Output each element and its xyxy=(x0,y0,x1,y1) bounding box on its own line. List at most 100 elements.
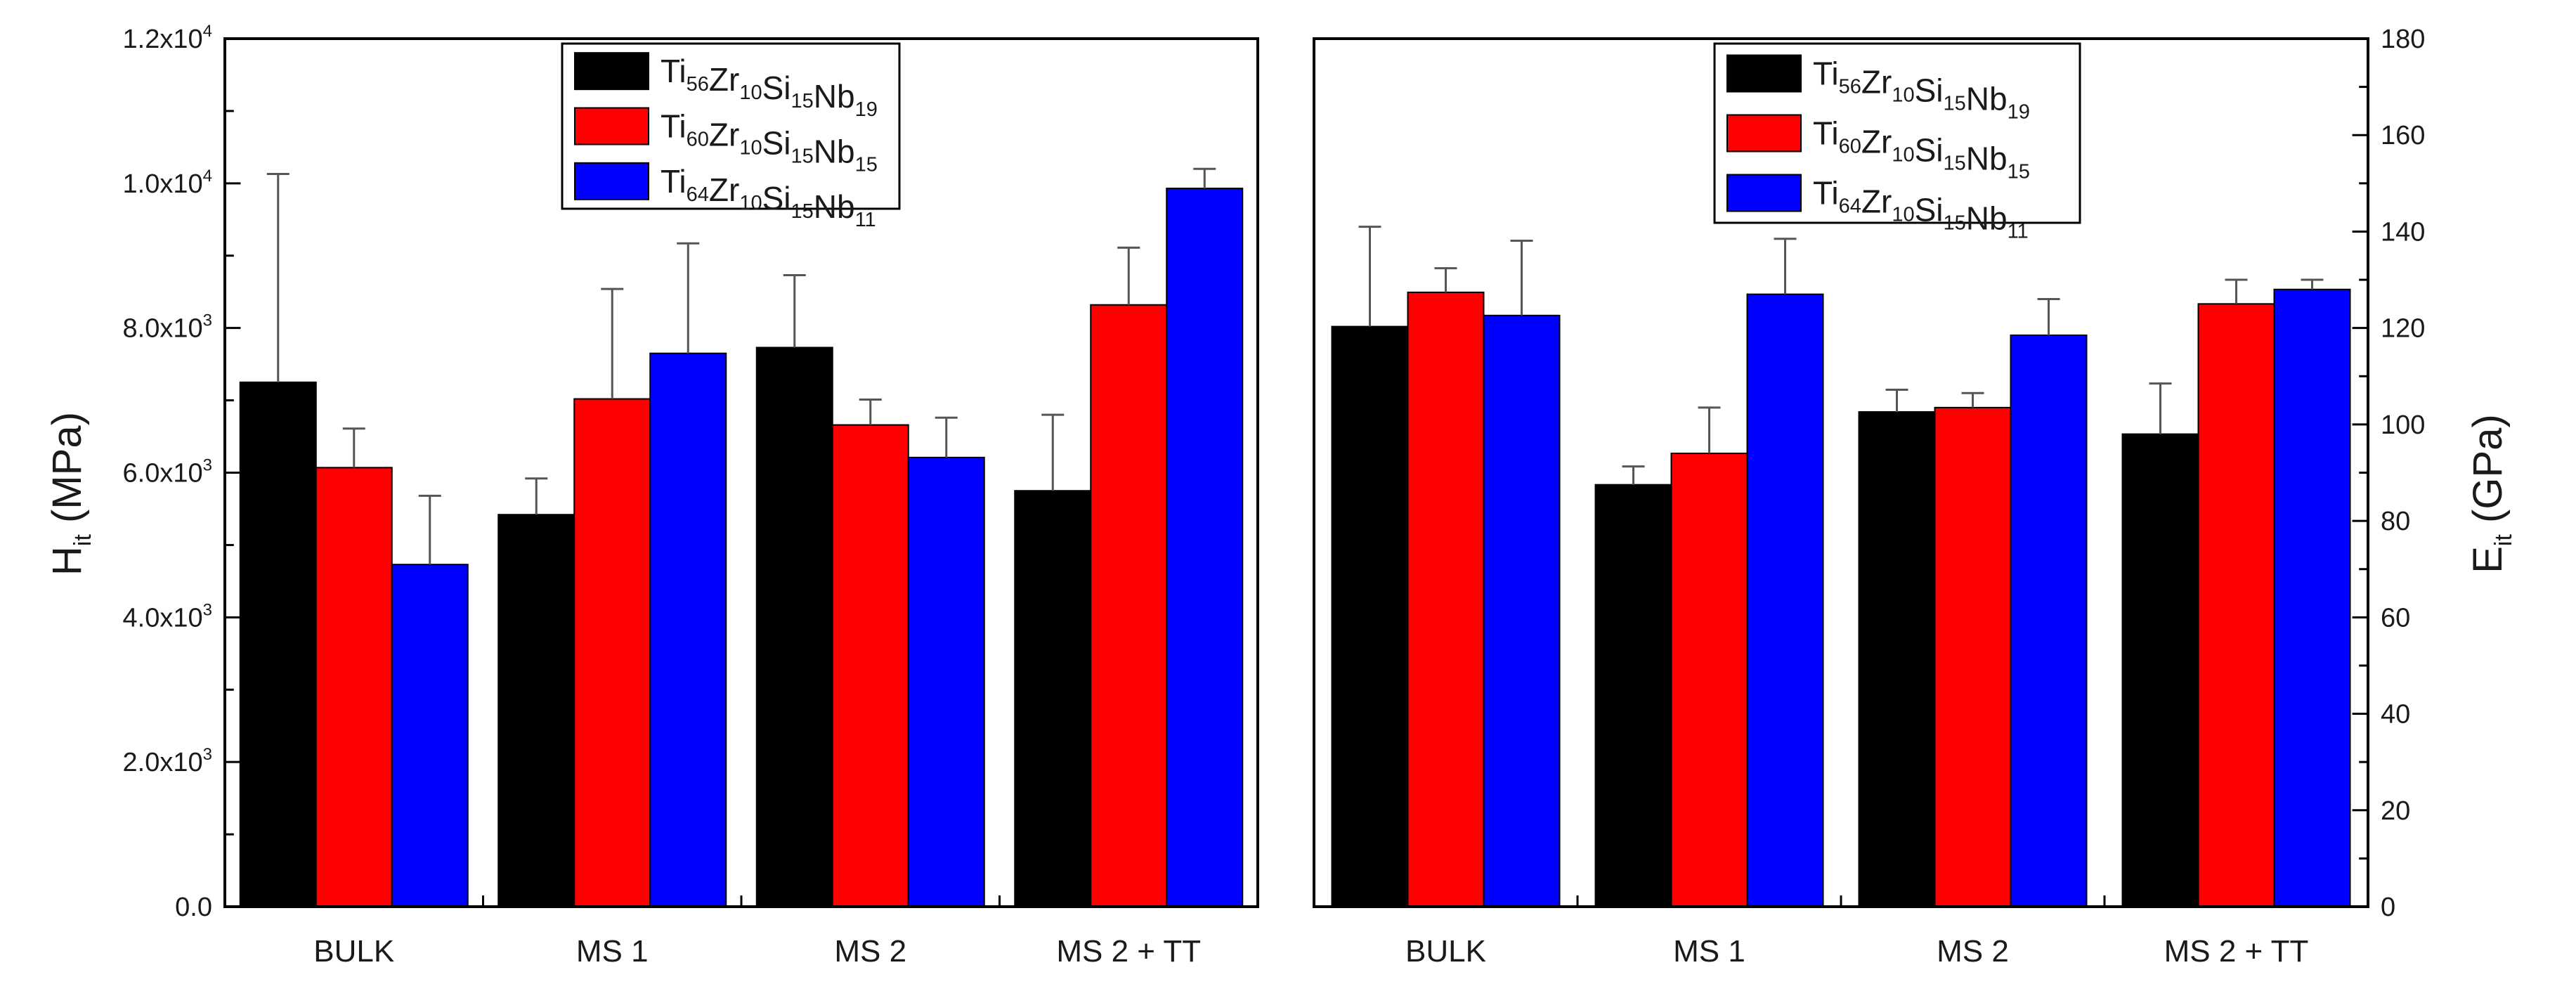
y-tick-label-mantissa: 40 xyxy=(2381,700,2410,730)
x-tick-label: MS 2 xyxy=(834,934,906,969)
y-tick-label-mantissa: 140 xyxy=(2381,217,2425,247)
legend-swatch xyxy=(1726,174,1802,212)
y-tick-label: 160 xyxy=(2381,121,2425,150)
bar xyxy=(1670,453,1748,907)
y-tick-label: 6.0x103 xyxy=(123,456,212,488)
legend-label-element: Zr xyxy=(709,61,739,98)
bar xyxy=(315,467,393,907)
legend-label-element: Si xyxy=(1915,132,1944,169)
y-tick-label: 20 xyxy=(2381,796,2410,826)
legend-swatch xyxy=(574,162,649,200)
y-tick-label-mantissa: 2.0x10 xyxy=(123,748,203,777)
bar xyxy=(1090,304,1168,907)
legend-label-element: Zr xyxy=(1861,183,1892,220)
legend-label-element: Zr xyxy=(709,171,739,208)
bar xyxy=(497,514,575,907)
y-tick-label-exponent: 3 xyxy=(203,745,212,764)
y-tick-label-exponent: 3 xyxy=(203,600,212,619)
y-axis-title-symbol: H xyxy=(44,546,90,576)
legend-swatch xyxy=(1726,114,1802,153)
bar xyxy=(391,564,469,907)
legend-label-element: Zr xyxy=(1861,124,1892,160)
y-tick-label-mantissa: 8.0x10 xyxy=(123,314,203,344)
y-tick-label: 1.0x104 xyxy=(123,167,212,199)
legend-swatch xyxy=(574,52,649,91)
legend-label-subscript: 10 xyxy=(1892,84,1914,107)
y-tick-label: 40 xyxy=(2381,700,2410,730)
y-tick-label: 2.0x103 xyxy=(123,745,212,777)
y-tick-label: 1.2x104 xyxy=(123,22,212,54)
x-tick-label: MS 2 xyxy=(1937,934,2009,969)
bar xyxy=(1594,484,1672,907)
bar xyxy=(1331,325,1409,907)
bar xyxy=(2273,288,2351,907)
legend-label-element: Ti xyxy=(661,108,687,145)
y-tick-label-exponent: 3 xyxy=(203,311,212,330)
bar xyxy=(755,347,833,907)
legend-label-element: Nb xyxy=(814,78,855,115)
x-tick-label: MS 1 xyxy=(576,934,649,969)
legend-label: Ti56Zr10Si15Nb19 xyxy=(661,53,878,121)
bar xyxy=(1014,490,1092,907)
legend-label-subscript: 11 xyxy=(2008,221,2029,243)
legend-label-subscript: 10 xyxy=(1892,144,1914,167)
legend-label-element: Si xyxy=(1915,192,1944,228)
y-tick-label-mantissa: 180 xyxy=(2381,25,2425,54)
legend-label-subscript: 60 xyxy=(1839,136,1861,158)
legend-label-subscript: 11 xyxy=(855,209,876,231)
y-tick-label-mantissa: 0.0 xyxy=(175,893,212,922)
y-tick-label-exponent: 3 xyxy=(203,456,212,475)
x-tick-label: MS 2 + TT xyxy=(1056,934,1201,969)
y-axis-title-unit: (MPa) xyxy=(44,412,90,534)
legend-label-subscript: 15 xyxy=(1943,93,1965,115)
x-tick-label: MS 1 xyxy=(1673,934,1745,969)
legend-label: Ti64Zr10Si15Nb11 xyxy=(661,163,876,231)
legend-label-subscript: 19 xyxy=(2008,101,2030,124)
bar xyxy=(2197,303,2275,908)
bar xyxy=(831,424,909,907)
elastic-modulus-chart: BULK MS 1 MS 2 MS 2 + TT 0 20 40 60 80 100 120 140 1… xyxy=(1313,25,2517,969)
legend-swatch xyxy=(1726,54,1802,93)
legend-label-element: Ti xyxy=(661,163,687,200)
legend-label-subscript: 15 xyxy=(855,154,878,176)
legend-label-element: Nb xyxy=(814,134,855,170)
y-tick-label: 80 xyxy=(2381,507,2410,536)
y-tick-label-mantissa: 120 xyxy=(2381,314,2425,344)
legend-label-element: Ti xyxy=(661,53,687,89)
x-tick-label: BULK xyxy=(313,934,394,969)
x-tick-label: BULK xyxy=(1405,934,1486,969)
legend-label-element: Si xyxy=(762,70,791,106)
legend-label-subscript: 19 xyxy=(855,98,878,121)
y-tick-label-mantissa: 20 xyxy=(2381,796,2410,826)
legend-label-subscript: 64 xyxy=(1839,195,1861,218)
y-tick-label-exponent: 4 xyxy=(203,22,212,41)
bar xyxy=(1483,314,1561,908)
y-tick-label: 8.0x103 xyxy=(123,311,212,344)
legend-swatch xyxy=(574,107,649,145)
legend-label-subscript: 10 xyxy=(1892,204,1914,226)
y-axis-title: Eit (GPa) xyxy=(2465,414,2517,574)
bar xyxy=(1407,291,1485,907)
bar xyxy=(1934,406,2012,907)
legend-label: Ti60Zr10Si15Nb15 xyxy=(1813,115,2030,183)
legend-label-subscript: 15 xyxy=(791,90,813,112)
legend-label-subscript: 15 xyxy=(1943,212,1965,235)
bar xyxy=(649,352,727,907)
legend-label: Ti64Zr10Si15Nb11 xyxy=(1813,175,2029,243)
y-axis-title: Hit (MPa) xyxy=(44,412,96,576)
bar xyxy=(2010,334,2088,908)
bar xyxy=(1166,188,1244,908)
legend-label-element: Nb xyxy=(1966,81,2008,117)
y-tick-label-mantissa: 4.0x10 xyxy=(123,603,203,633)
legend-label-subscript: 10 xyxy=(739,192,762,214)
y-axis-title-subscript: it xyxy=(2490,534,2517,547)
bar xyxy=(1746,293,1824,907)
legend-label-subscript: 60 xyxy=(687,129,709,151)
y-tick-label-mantissa: 160 xyxy=(2381,121,2425,150)
y-tick-label-mantissa: 0 xyxy=(2381,893,2395,922)
bar xyxy=(573,398,651,907)
y-tick-label: 0.0 xyxy=(175,893,212,922)
legend: Ti56Zr10Si15Nb19Ti60Zr10Si15Nb15Ti64Zr10… xyxy=(1713,42,2081,243)
legend-label-subscript: 15 xyxy=(2008,161,2030,183)
